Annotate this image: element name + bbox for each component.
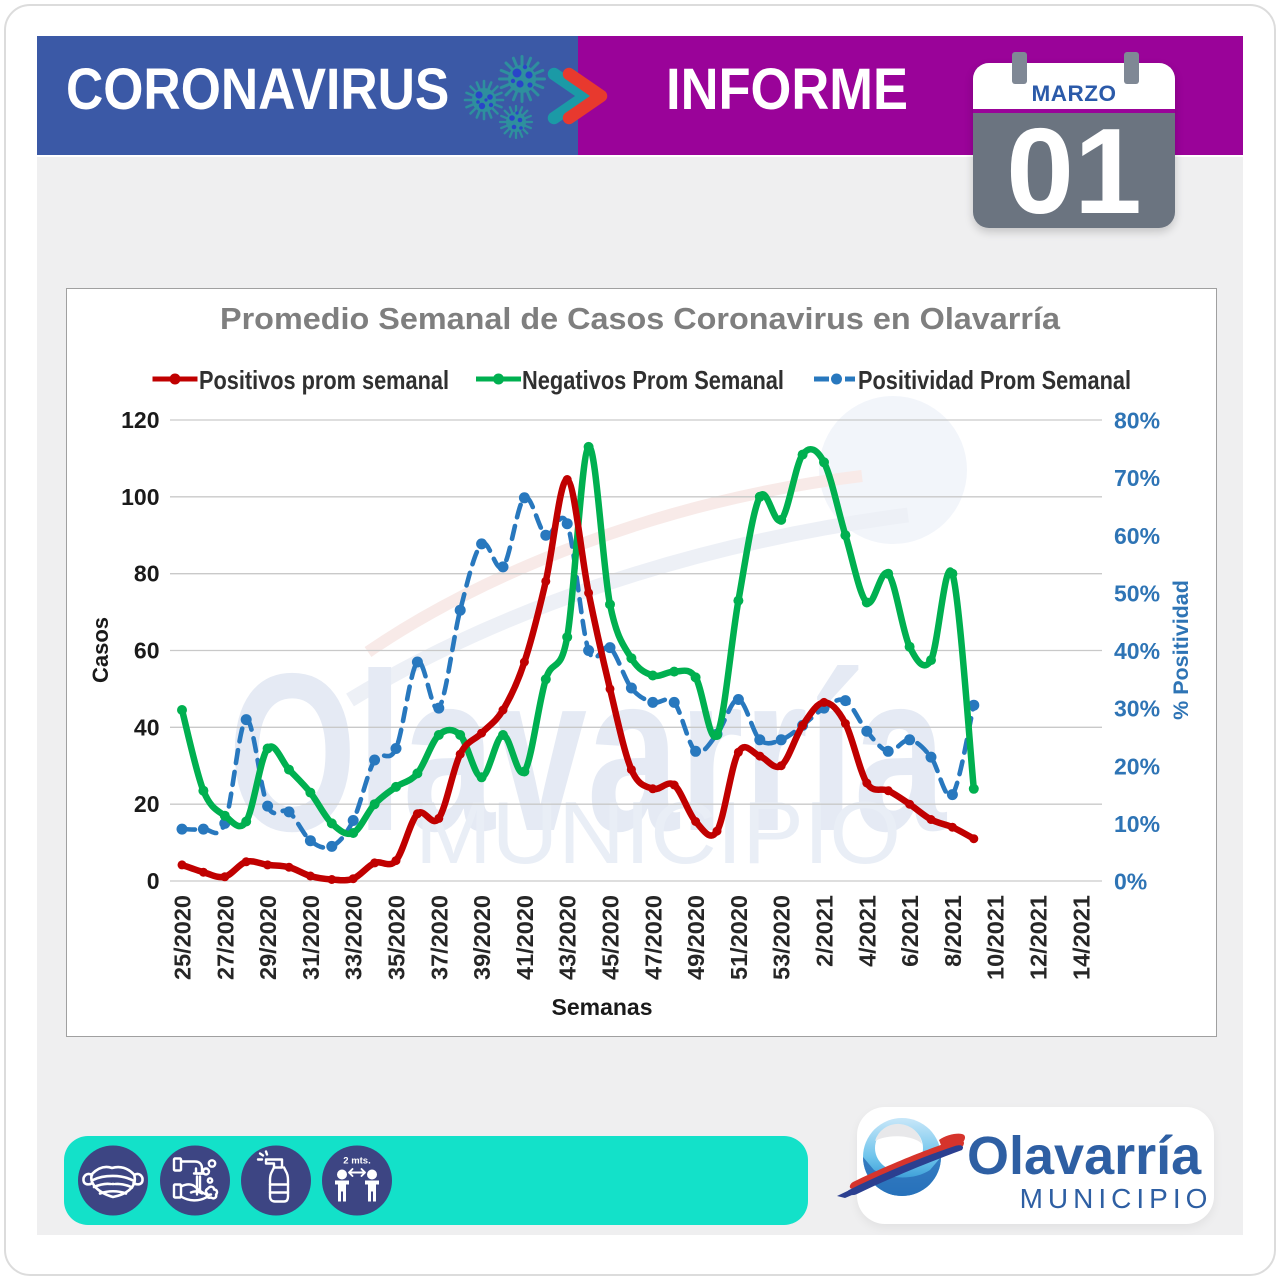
svg-text:20%: 20%	[1114, 753, 1160, 779]
svg-text:49/2020: 49/2020	[683, 895, 709, 980]
svg-text:120: 120	[121, 407, 159, 433]
svg-text:40%: 40%	[1114, 638, 1160, 664]
svg-text:8/2021: 8/2021	[940, 895, 966, 967]
svg-text:10/2021: 10/2021	[983, 895, 1009, 980]
svg-text:Negativos Prom Semanal: Negativos Prom Semanal	[522, 365, 784, 395]
svg-text:40: 40	[134, 714, 160, 740]
svg-text:% Positividad: % Positividad	[1169, 580, 1193, 720]
svg-text:Semanas: Semanas	[551, 994, 652, 1020]
svg-text:Olavarría: Olavarría	[967, 1126, 1202, 1186]
svg-text:60%: 60%	[1114, 523, 1160, 549]
svg-text:12/2021: 12/2021	[1026, 895, 1052, 980]
svg-text:43/2020: 43/2020	[555, 895, 581, 980]
svg-text:20: 20	[134, 791, 160, 817]
svg-text:47/2020: 47/2020	[640, 895, 666, 980]
svg-text:39/2020: 39/2020	[469, 895, 495, 980]
svg-text:25/2020: 25/2020	[170, 895, 196, 980]
svg-text:33/2020: 33/2020	[341, 895, 367, 980]
svg-text:60: 60	[134, 638, 160, 664]
svg-text:50%: 50%	[1114, 581, 1160, 607]
svg-text:35/2020: 35/2020	[384, 895, 410, 980]
svg-text:53/2020: 53/2020	[769, 895, 795, 980]
svg-text:4/2021: 4/2021	[854, 895, 880, 967]
svg-text:2/2021: 2/2021	[812, 895, 838, 967]
svg-text:Positividad Prom Semanal: Positividad Prom Semanal	[858, 365, 1131, 395]
svg-text:Positivos prom semanal: Positivos prom semanal	[199, 365, 449, 395]
svg-text:14/2021: 14/2021	[1068, 895, 1094, 980]
svg-text:51/2020: 51/2020	[726, 895, 752, 980]
svg-text:37/2020: 37/2020	[426, 895, 452, 980]
svg-text:30%: 30%	[1114, 696, 1160, 722]
svg-text:29/2020: 29/2020	[255, 895, 281, 980]
svg-text:27/2020: 27/2020	[212, 895, 238, 980]
svg-text:45/2020: 45/2020	[598, 895, 624, 980]
svg-text:100: 100	[121, 484, 159, 510]
svg-text:31/2020: 31/2020	[298, 895, 324, 980]
svg-text:MUNICIPIO: MUNICIPIO	[1020, 1183, 1213, 1214]
svg-text:Casos: Casos	[88, 617, 113, 683]
svg-text:80: 80	[134, 561, 160, 587]
svg-text:10%: 10%	[1114, 811, 1160, 837]
svg-text:2 mts.: 2 mts.	[343, 1156, 370, 1167]
svg-text:0: 0	[147, 868, 160, 894]
svg-text:0%: 0%	[1114, 869, 1147, 895]
svg-text:41/2020: 41/2020	[512, 895, 538, 980]
svg-text:70%: 70%	[1114, 465, 1160, 491]
svg-text:MUNICIPIO: MUNICIPIO	[415, 783, 901, 882]
svg-text:Promedio Semanal de Casos Coro: Promedio Semanal de Casos Coronavirus en…	[220, 302, 1061, 336]
svg-text:80%: 80%	[1114, 408, 1160, 434]
svg-text:6/2021: 6/2021	[897, 895, 923, 967]
